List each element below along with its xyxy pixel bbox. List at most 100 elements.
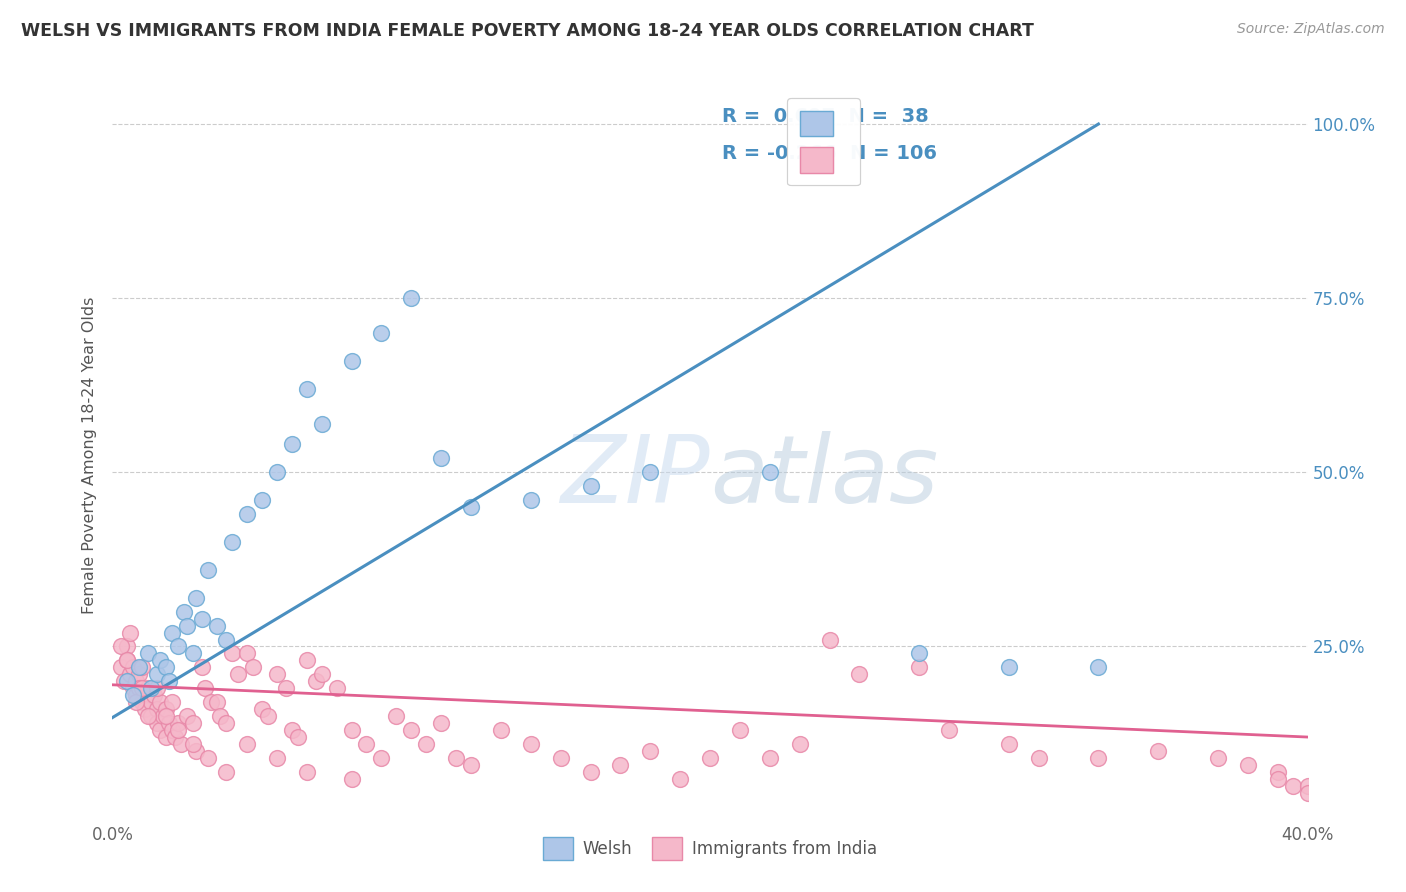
- Text: R =  0.697  N =  38: R = 0.697 N = 38: [723, 108, 929, 127]
- Point: [110, 640, 132, 654]
- Point: [1087, 751, 1109, 765]
- Point: [146, 716, 169, 731]
- Point: [181, 647, 204, 661]
- Text: R = -0.266  N = 106: R = -0.266 N = 106: [723, 144, 936, 163]
- Point: [117, 640, 139, 654]
- Point: [122, 688, 145, 702]
- Point: [117, 674, 139, 689]
- Point: [281, 437, 304, 451]
- Point: [110, 660, 132, 674]
- Text: WELSH VS IMMIGRANTS FROM INDIA FEMALE POVERTY AMONG 18-24 YEAR OLDS CORRELATION : WELSH VS IMMIGRANTS FROM INDIA FEMALE PO…: [21, 22, 1033, 40]
- Point: [1296, 779, 1319, 793]
- Point: [138, 709, 160, 723]
- Point: [236, 647, 259, 661]
- Point: [122, 681, 145, 696]
- Point: [998, 660, 1021, 674]
- Point: [134, 688, 156, 702]
- Point: [1267, 764, 1289, 779]
- Point: [266, 466, 288, 480]
- Point: [1281, 779, 1303, 793]
- Point: [579, 479, 602, 493]
- Point: [401, 723, 423, 737]
- Point: [226, 667, 249, 681]
- Point: [221, 535, 243, 549]
- Point: [125, 695, 148, 709]
- Point: [191, 612, 214, 626]
- Point: [444, 751, 467, 765]
- Text: ZIP: ZIP: [561, 432, 710, 523]
- Point: [266, 667, 288, 681]
- Point: [165, 730, 187, 744]
- Point: [155, 702, 177, 716]
- Point: [157, 674, 180, 689]
- Point: [146, 681, 169, 696]
- Point: [356, 737, 378, 751]
- Point: [370, 326, 392, 340]
- Point: [114, 674, 135, 689]
- Point: [138, 647, 160, 661]
- Point: [162, 695, 183, 709]
- Point: [340, 723, 363, 737]
- Point: [460, 500, 482, 515]
- Point: [250, 702, 273, 716]
- Point: [1147, 744, 1170, 758]
- Point: [149, 723, 172, 737]
- Point: [167, 723, 190, 737]
- Point: [146, 702, 169, 716]
- Point: [236, 507, 259, 521]
- Point: [520, 493, 543, 508]
- Point: [117, 653, 139, 667]
- Point: [908, 660, 931, 674]
- Point: [128, 667, 150, 681]
- Point: [325, 681, 347, 696]
- Point: [162, 723, 183, 737]
- Point: [131, 695, 153, 709]
- Point: [167, 716, 190, 731]
- Point: [287, 730, 309, 744]
- Point: [789, 737, 811, 751]
- Point: [699, 751, 721, 765]
- Point: [141, 695, 163, 709]
- Point: [176, 618, 198, 632]
- Point: [143, 688, 166, 702]
- Point: [759, 466, 782, 480]
- Point: [401, 291, 423, 305]
- Point: [176, 709, 198, 723]
- Point: [640, 466, 662, 480]
- Point: [155, 660, 177, 674]
- Point: [236, 737, 259, 751]
- Point: [162, 625, 183, 640]
- Point: [609, 758, 631, 772]
- Point: [125, 674, 148, 689]
- Point: [520, 737, 543, 751]
- Point: [146, 667, 169, 681]
- Point: [155, 730, 177, 744]
- Point: [157, 716, 180, 731]
- Point: [257, 709, 280, 723]
- Y-axis label: Female Poverty Among 18-24 Year Olds: Female Poverty Among 18-24 Year Olds: [82, 296, 97, 614]
- Text: Source: ZipAtlas.com: Source: ZipAtlas.com: [1237, 22, 1385, 37]
- Point: [295, 653, 318, 667]
- Text: atlas: atlas: [710, 432, 938, 523]
- Point: [120, 625, 142, 640]
- Point: [181, 716, 204, 731]
- Point: [205, 695, 228, 709]
- Point: [138, 681, 160, 696]
- Point: [128, 660, 150, 674]
- Point: [149, 695, 172, 709]
- Point: [117, 653, 139, 667]
- Point: [141, 681, 163, 696]
- Point: [1028, 751, 1050, 765]
- Point: [131, 660, 153, 674]
- Point: [186, 744, 208, 758]
- Point: [167, 640, 190, 654]
- Point: [215, 716, 238, 731]
- Point: [1267, 772, 1289, 786]
- Point: [848, 667, 870, 681]
- Point: [221, 647, 243, 661]
- Point: [669, 772, 692, 786]
- Point: [149, 653, 172, 667]
- Point: [489, 723, 512, 737]
- Point: [242, 660, 264, 674]
- Point: [170, 737, 193, 751]
